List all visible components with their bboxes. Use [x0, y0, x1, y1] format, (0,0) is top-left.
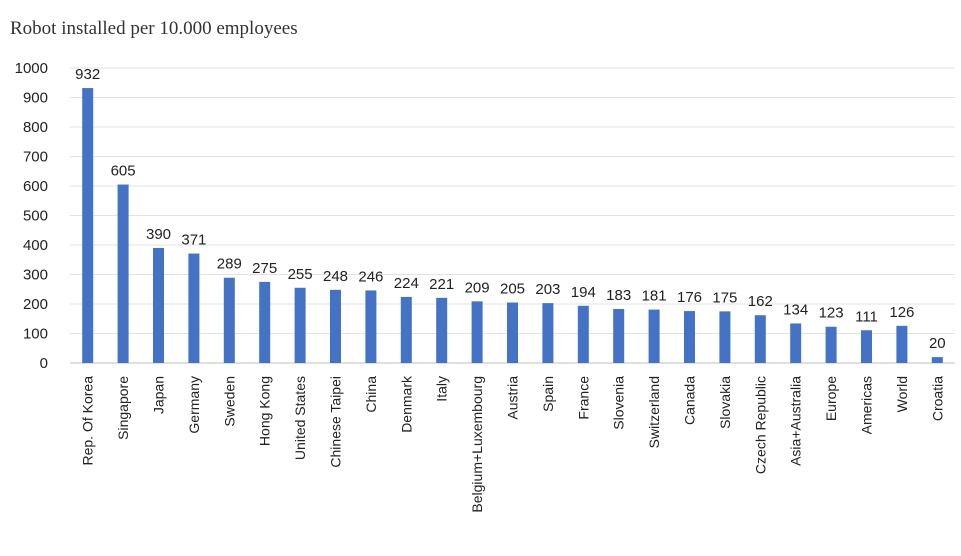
- bar: [400, 296, 412, 363]
- bar: [259, 281, 271, 363]
- y-tick-label: 600: [23, 178, 48, 195]
- x-tick-label: Slovakia: [717, 376, 733, 429]
- bar: [365, 290, 377, 363]
- bar: [719, 311, 731, 363]
- x-tick-label: Rep. Of Korea: [80, 376, 96, 466]
- data-label: 246: [358, 268, 383, 285]
- data-label: 289: [217, 256, 242, 273]
- bar: [861, 330, 872, 363]
- data-label: 175: [712, 289, 737, 306]
- data-label: 932: [75, 66, 100, 83]
- bar: [294, 287, 306, 363]
- x-tick-label: Asia+Australia: [788, 376, 804, 466]
- data-label: 605: [111, 163, 136, 180]
- y-tick-label: 400: [23, 237, 48, 254]
- y-tick-label: 0: [40, 355, 48, 372]
- data-label: 248: [323, 268, 348, 285]
- y-tick-label: 800: [23, 119, 48, 136]
- x-tick-label: Singapore: [115, 376, 131, 440]
- data-label: 371: [181, 232, 206, 249]
- data-label: 181: [642, 288, 667, 305]
- data-label: 134: [783, 301, 808, 318]
- bar: [931, 357, 943, 363]
- x-tick-label: United States: [292, 376, 308, 460]
- data-label: 194: [571, 284, 596, 301]
- y-tick-label: 100: [23, 326, 48, 343]
- x-tick-label: Europe: [823, 376, 839, 421]
- x-tick-label: Chinese Taipei: [328, 376, 344, 468]
- bar: [790, 323, 802, 363]
- data-labels: 932 605 390 371 289 275 255 248 246 224 221 209 205 2…: [75, 66, 945, 352]
- x-tick-label: Slovenia: [611, 376, 627, 430]
- x-tick-label: World: [894, 376, 910, 412]
- x-tick-label: China: [363, 376, 379, 413]
- bar: [436, 297, 448, 363]
- data-label: 123: [819, 305, 844, 322]
- bar: [330, 289, 341, 363]
- bar: [613, 309, 625, 363]
- chart-title: Robot installed per 10.000 employees: [10, 18, 298, 39]
- bars: [82, 88, 943, 363]
- y-axis-ticks: 0 100 200 300 400 500 600 700 800 900 1000: [15, 60, 48, 372]
- bar: [754, 315, 766, 363]
- x-tick-label: Canada: [682, 376, 698, 425]
- x-tick-label: Japan: [151, 376, 167, 414]
- x-tick-label: Switzerland: [646, 376, 662, 448]
- bar: [117, 184, 129, 363]
- y-tick-label: 900: [23, 90, 48, 107]
- x-tick-label: Belgium+Luxembourg: [469, 376, 485, 513]
- data-label: 203: [535, 281, 560, 298]
- y-tick-label: 700: [23, 149, 48, 166]
- data-label: 111: [855, 308, 878, 325]
- data-label: 275: [252, 260, 277, 277]
- data-label: 126: [889, 304, 914, 321]
- data-label: 209: [465, 279, 490, 296]
- data-label: 183: [606, 287, 631, 304]
- data-label: 221: [429, 276, 454, 293]
- x-tick-label: Americas: [859, 376, 875, 434]
- x-tick-label: Denmark: [398, 375, 414, 433]
- bar: [188, 253, 200, 363]
- data-label: 20: [929, 335, 946, 352]
- bar: [684, 311, 695, 363]
- x-tick-label: Croatia: [929, 376, 945, 421]
- data-label: 176: [677, 289, 702, 306]
- bar: [82, 88, 94, 363]
- x-tick-label: Hong Kong: [257, 376, 273, 446]
- x-tick-label: Czech Republic: [752, 376, 768, 474]
- x-tick-label: Germany: [186, 376, 202, 434]
- x-tick-label: Austria: [505, 376, 521, 420]
- bar: [153, 247, 164, 363]
- x-tick-label: Italy: [434, 376, 450, 402]
- y-tick-label: 200: [23, 296, 48, 313]
- x-tick-label: France: [575, 376, 591, 420]
- bar: [471, 301, 483, 363]
- data-label: 162: [748, 293, 773, 310]
- bar: [577, 305, 589, 363]
- bar: [825, 326, 837, 363]
- bar: [507, 302, 518, 363]
- data-label: 224: [394, 275, 419, 292]
- x-axis-labels: Rep. Of Korea Singapore Japan Germany Sweden…: [80, 375, 946, 513]
- data-label: 205: [500, 281, 525, 298]
- bar: [542, 303, 554, 363]
- x-tick-label: Spain: [540, 376, 556, 412]
- data-label: 255: [288, 266, 313, 283]
- bar: [896, 325, 908, 363]
- bar: [648, 309, 660, 363]
- bar: [223, 277, 235, 363]
- y-tick-label: 1000: [15, 60, 48, 77]
- y-tick-label: 500: [23, 208, 48, 225]
- x-tick-label: Sweden: [221, 376, 237, 427]
- data-label: 390: [146, 226, 171, 243]
- y-tick-label: 300: [23, 267, 48, 284]
